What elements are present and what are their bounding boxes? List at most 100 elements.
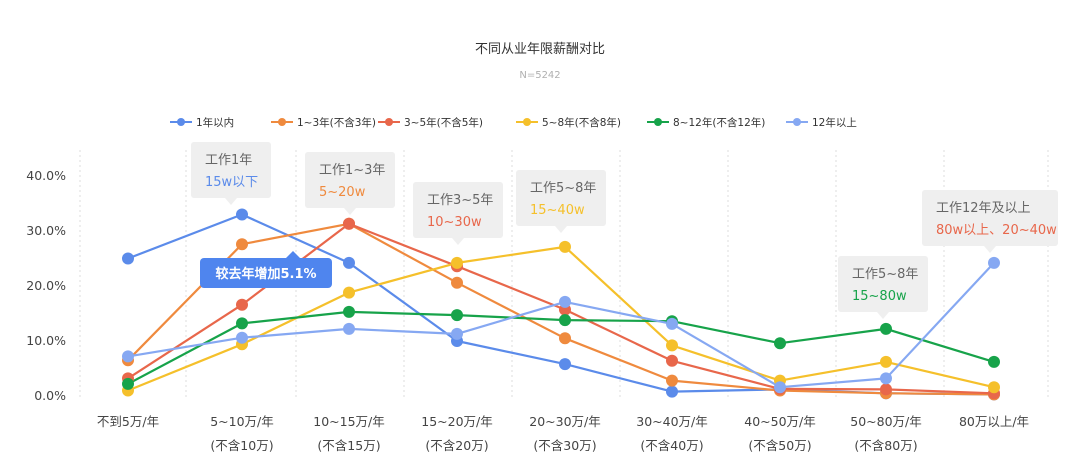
data-point-4-4	[559, 314, 571, 327]
x-tick-label-3-1: (不含20万)	[425, 438, 488, 453]
callout-0: 工作1年 15w以下	[191, 142, 271, 205]
callout-title-2: 工作3~5年	[427, 193, 493, 208]
callout-pointer-3	[555, 226, 567, 233]
data-point-4-0	[122, 377, 134, 390]
chart-subtitle: N=5242	[519, 70, 560, 81]
x-tick-label-3-0: 15~20万/年	[421, 414, 493, 429]
badge-pointer	[286, 251, 300, 258]
callout-detail-5: 80w以上、20~40w	[936, 223, 1057, 238]
data-point-2-5	[666, 354, 678, 367]
badge: 较去年增加5.1%	[200, 251, 332, 288]
callout-pointer-5	[984, 246, 996, 253]
data-point-5-2	[343, 322, 355, 335]
grid-lines	[79, 150, 1049, 398]
series-points	[122, 208, 1000, 401]
data-point-5-4	[559, 295, 571, 308]
callout-5: 工作12年及以上 80w以上、20~40w	[922, 190, 1058, 253]
data-point-2-1	[236, 298, 248, 311]
callout-title-3: 工作5~8年	[530, 181, 596, 196]
callout-pointer-4	[877, 312, 889, 319]
data-point-0-1	[236, 208, 248, 221]
data-point-2-7	[880, 383, 892, 396]
legend-label-1: 1~3年(不含3年)	[297, 116, 376, 129]
x-tick-label-2-1: (不含15万)	[317, 438, 380, 453]
legend-marker-4	[654, 118, 662, 126]
data-point-1-4	[559, 332, 571, 345]
y-tick-label-4: 40.0%	[26, 168, 66, 183]
callout-detail-3: 15~40w	[530, 203, 585, 218]
y-tick-label-1: 10.0%	[26, 333, 66, 348]
legend-label-3: 5~8年(不含8年)	[542, 116, 621, 129]
callout-detail-0: 15w以下	[205, 175, 258, 190]
x-tick-label-1-1: (不含10万)	[210, 438, 273, 453]
x-tick-label-6-0: 40~50万/年	[744, 414, 816, 429]
data-point-5-5	[666, 317, 678, 330]
data-point-0-2	[343, 256, 355, 269]
legend-marker-1	[278, 118, 286, 126]
data-point-3-7	[880, 355, 892, 368]
data-point-0-5	[666, 385, 678, 398]
legend-marker-3	[523, 118, 531, 126]
callout-3: 工作5~8年 15~40w	[516, 170, 606, 233]
x-tick-label-5-0: 30~40万/年	[636, 414, 708, 429]
callout-title-0: 工作1年	[205, 153, 252, 168]
x-tick-label-8-0: 80万以上/年	[959, 414, 1029, 429]
y-tick-label-3: 30.0%	[26, 223, 66, 238]
data-point-3-5	[666, 339, 678, 352]
data-point-3-4	[559, 240, 571, 253]
data-point-5-1	[236, 331, 248, 344]
x-tick-label-4-1: (不含30万)	[533, 438, 596, 453]
legend-marker-2	[385, 118, 393, 126]
x-tick-label-4-0: 20~30万/年	[529, 414, 601, 429]
y-axis: 0.0% 10.0% 20.0% 30.0% 40.0%	[26, 168, 66, 403]
callout-2: 工作3~5年 10~30w	[413, 182, 503, 245]
x-tick-label-2-0: 10~15万/年	[313, 414, 385, 429]
data-point-0-4	[559, 358, 571, 371]
callout-pointer-1	[344, 208, 356, 215]
x-tick-label-5-1: (不含40万)	[640, 438, 703, 453]
callout-box-1	[305, 152, 395, 208]
x-axis: 不到5万/年 5~10万/年 (不含10万) 10~15万/年 (不含15万) 15~20…	[97, 414, 1029, 453]
data-point-5-7	[880, 372, 892, 385]
callout-box-5	[922, 190, 1058, 246]
data-point-4-6	[774, 337, 786, 350]
data-point-3-2	[343, 286, 355, 299]
data-point-4-3	[451, 309, 463, 322]
data-point-5-0	[122, 350, 134, 363]
callout-title-1: 工作1~3年	[319, 163, 385, 178]
badge-box	[200, 258, 332, 288]
callout-pointer-0	[225, 198, 237, 205]
data-point-3-3	[451, 256, 463, 269]
y-tick-label-0: 0.0%	[34, 388, 66, 403]
data-point-4-7	[880, 322, 892, 335]
callouts: 工作1年 15w以下 工作1~3年 5~20w 工作3~5年 10~30w 工作5~8年 15…	[191, 142, 1058, 319]
x-tick-label-1-0: 5~10万/年	[210, 414, 274, 429]
legend-marker-0	[177, 118, 185, 126]
x-tick-label-7-1: (不含80万)	[854, 438, 917, 453]
data-point-2-2	[343, 217, 355, 230]
callout-detail-1: 5~20w	[319, 185, 366, 200]
callout-4: 工作5~8年 15~80w	[838, 256, 928, 319]
x-tick-label-6-1: (不含50万)	[748, 438, 811, 453]
data-point-0-0	[122, 252, 134, 265]
legend-label-5: 12年以上	[812, 116, 857, 129]
callout-detail-4: 15~80w	[852, 289, 907, 304]
callout-pointer-2	[452, 238, 464, 245]
callout-1: 工作1~3年 5~20w	[305, 152, 395, 215]
data-point-5-3	[451, 327, 463, 340]
data-point-3-8	[988, 381, 1000, 394]
data-point-5-6	[774, 381, 786, 394]
data-point-1-1	[236, 238, 248, 251]
legend-label-4: 8~12年(不含12年)	[673, 116, 765, 129]
legend-marker-5	[793, 118, 801, 126]
legend-label-2: 3~5年(不含5年)	[404, 116, 483, 129]
chart-title: 不同从业年限薪酬对比	[475, 42, 605, 57]
y-tick-label-2: 20.0%	[26, 278, 66, 293]
x-tick-label-0-0: 不到5万/年	[97, 414, 159, 429]
callout-box-0	[191, 142, 271, 198]
callout-detail-2: 10~30w	[427, 215, 482, 230]
data-point-4-2	[343, 305, 355, 318]
callout-box-2	[413, 182, 503, 238]
data-point-5-8	[988, 256, 1000, 269]
